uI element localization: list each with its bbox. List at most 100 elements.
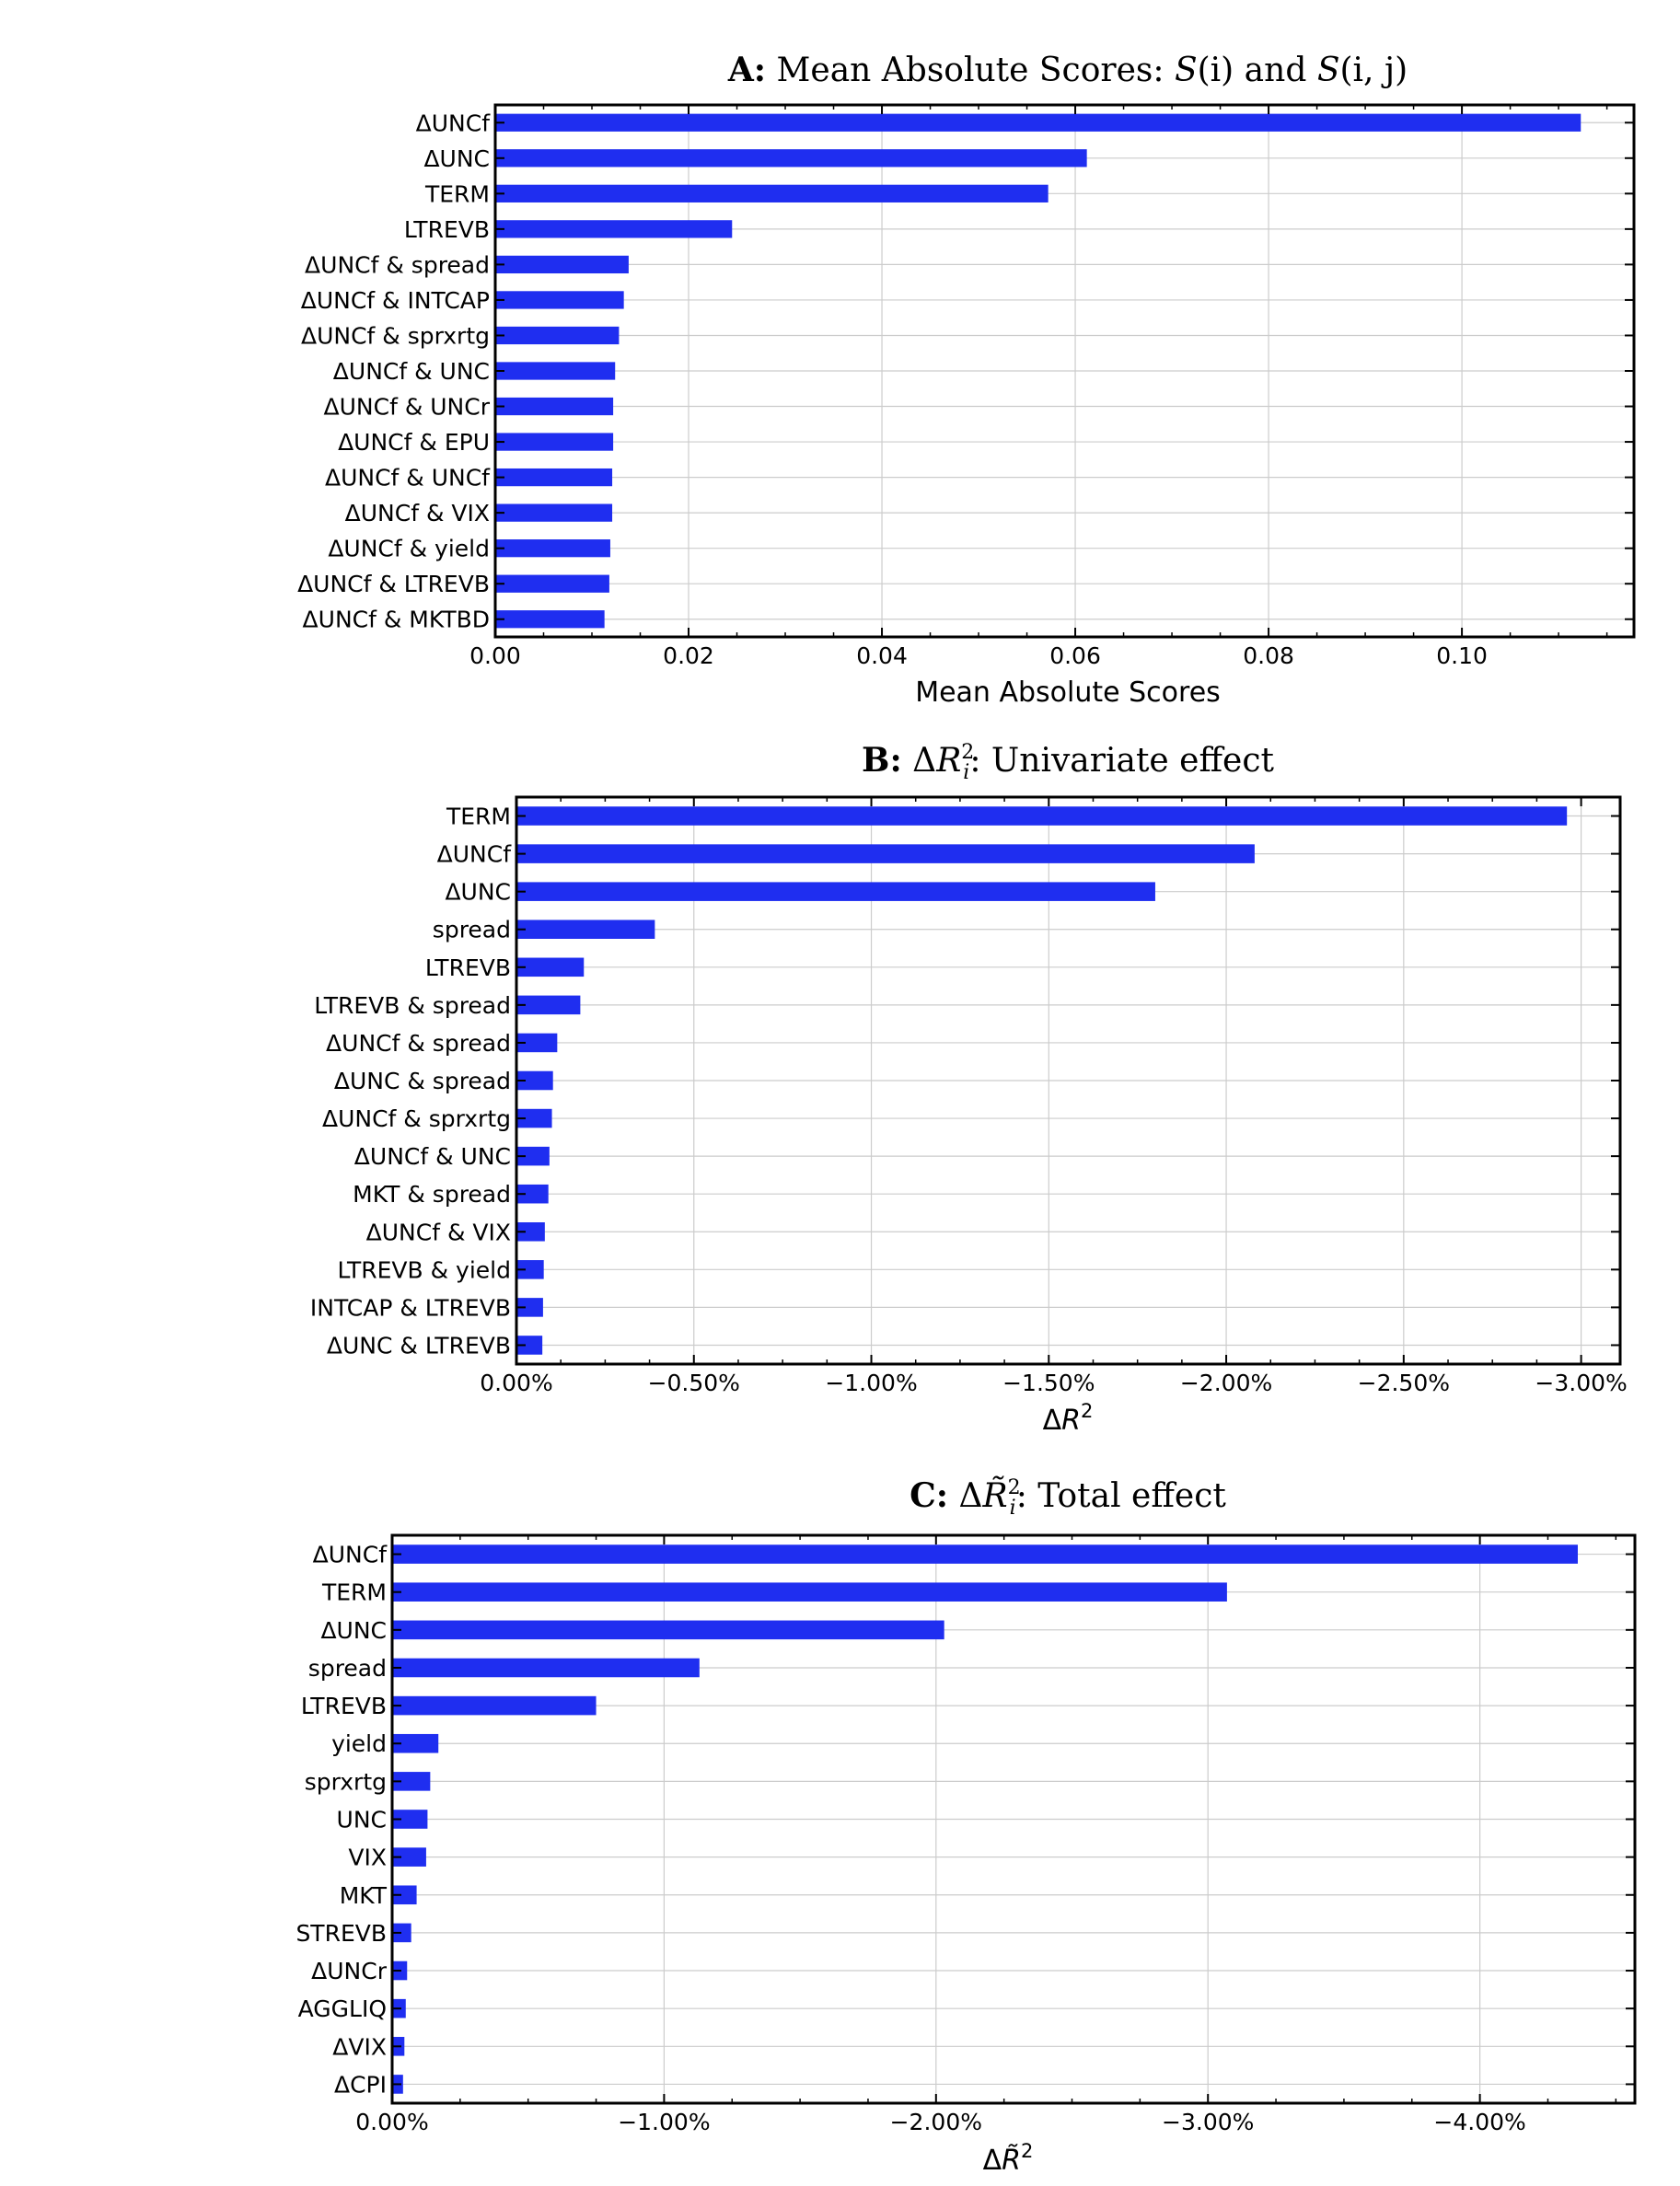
- panel-c-bar: [392, 1885, 417, 1905]
- panel-b-category-label: ΔUNCf: [437, 841, 513, 868]
- panel-b-xtick-label: 0.00%: [480, 1370, 552, 1396]
- panel-c-category-label: MKT: [340, 1882, 388, 1909]
- panel-a-category-label: ΔUNCf & sprxrtg: [301, 322, 490, 349]
- panel-a-xtick-label: 0.00: [469, 642, 521, 669]
- panel-c-category-label: STREVB: [295, 1920, 387, 1947]
- panel-a-category-label: ΔUNC: [423, 145, 490, 172]
- panel-c-category-label: VIX: [348, 1845, 387, 1871]
- panel-c-category-label: ΔUNC: [320, 1617, 387, 1644]
- panel-b-bar: [516, 1260, 544, 1279]
- panel-a-category-label: ΔUNCf & UNCr: [324, 394, 491, 421]
- panel-a-xlabel: Mean Absolute Scores: [915, 677, 1221, 709]
- panel-c: C: ΔR̃2 i: Total effect ΔUNCf TERM ΔUNC spre…: [295, 1476, 1637, 2177]
- panel-b-bar: [516, 1146, 550, 1166]
- panel-c-xtick-label: 0.00%: [355, 2109, 428, 2135]
- panel-b-bar: [516, 806, 1568, 826]
- panel-b-category-label: spread: [433, 917, 511, 943]
- panel-b-bar: [516, 1033, 558, 1053]
- panel-c-category-label: ΔUNCf: [313, 1542, 388, 1568]
- panel-c-xtick-label: −3.00%: [1162, 2109, 1254, 2135]
- panel-a-category-label: ΔUNCf & spread: [305, 251, 490, 278]
- panel-c-bar: [392, 1923, 411, 1943]
- panel-c-bar: [392, 1810, 428, 1829]
- panel-a-bar: [495, 113, 1582, 132]
- panel-a-bar: [495, 503, 613, 522]
- panel-b-category-label: ΔUNCf & spread: [326, 1030, 511, 1057]
- panel-b-bar: [516, 1070, 553, 1091]
- panel-a-category-label: ΔUNCf & UNC: [333, 358, 490, 385]
- panel-a-bar: [495, 610, 605, 629]
- panel-a-bar: [495, 468, 613, 487]
- panel-c-xtick-label: −2.00%: [890, 2109, 982, 2135]
- panel-c-bar: [392, 1658, 700, 1678]
- panel-a-category-label: ΔUNCf & VIX: [345, 500, 490, 526]
- panel-b-category-label: ΔUNCf & sprxrtg: [322, 1105, 511, 1132]
- panel-a-bar: [495, 149, 1087, 168]
- panel-b-xtick-label: −1.50%: [1002, 1370, 1095, 1396]
- panel-b-title: B: ΔR2 i: Univariate effect: [862, 741, 1274, 784]
- panel-a-xtick-label: 0.08: [1243, 642, 1294, 669]
- panel-a: A: Mean Absolute Scores: S(i) and S(i, j…: [297, 51, 1636, 709]
- panel-c-bar: [392, 1772, 431, 1791]
- panel-c-plot: ΔUNCf TERM ΔUNC spread LTREVB yield sprxrtg UNC…: [295, 1533, 1637, 2135]
- panel-c-bar: [392, 1695, 597, 1716]
- panel-b-bar: [516, 1298, 543, 1317]
- panel-b-category-label: INTCAP & LTREVB: [310, 1294, 511, 1321]
- panel-b-bar: [516, 957, 585, 977]
- panel-a-xtick-label: 0.04: [856, 642, 908, 669]
- panel-b-category-label: ΔUNC & LTREVB: [327, 1332, 511, 1359]
- panel-a-category-label: ΔUNCf & MKTBD: [303, 607, 490, 633]
- panel-c-bar: [392, 1847, 426, 1867]
- panel-a-category-label: ΔUNCf & LTREVB: [297, 571, 490, 597]
- panel-c-title: C: ΔR̃2 i: Total effect: [910, 1476, 1226, 1520]
- panel-b-xtick-label: −3.00%: [1535, 1370, 1627, 1396]
- panel-a-category-label: TERM: [424, 180, 490, 207]
- panel-c-category-label: ΔUNCr: [311, 1958, 388, 1984]
- panel-c-category-label: AGGLIQ: [298, 1995, 387, 2022]
- panel-b-xlabel: ΔR2: [1043, 1400, 1094, 1437]
- panel-a-category-label: ΔUNCf & EPU: [338, 429, 490, 456]
- panel-b-category-label: TERM: [446, 804, 511, 830]
- panel-b-category-label: ΔUNC & spread: [334, 1068, 511, 1094]
- panel-a-xtick-label: 0.10: [1436, 642, 1488, 669]
- panel-b-bar: [516, 1336, 543, 1355]
- panel-a-bar: [495, 326, 620, 345]
- panel-b-category-label: ΔUNC: [445, 879, 511, 906]
- panel-c-xtick-label: −1.00%: [618, 2109, 710, 2135]
- panel-a-category-label: LTREVB: [404, 216, 490, 243]
- panel-b-category-label: LTREVB & yield: [337, 1256, 511, 1283]
- panel-b-bar: [516, 995, 581, 1015]
- panel-a-xtick-label: 0.06: [1049, 642, 1101, 669]
- panel-a-category-label: ΔUNCf: [416, 110, 492, 136]
- panel-b-xtick-label: −1.00%: [825, 1370, 917, 1396]
- panel-c-category-label: ΔCPI: [334, 2071, 387, 2098]
- panel-b-xtick-label: −2.00%: [1180, 1370, 1272, 1396]
- panel-a-category-label: ΔUNCf & yield: [328, 536, 490, 562]
- panel-a-bar: [495, 291, 624, 309]
- panel-c-bar: [392, 1620, 944, 1640]
- panel-c-xtick-label: −4.00%: [1433, 2109, 1525, 2135]
- panel-a-bar: [495, 574, 609, 593]
- panel-c-category-label: UNC: [337, 1807, 387, 1833]
- panel-b: B: ΔR2 i: Univariate effect TERM ΔUNCf ΔUNC…: [310, 741, 1628, 1437]
- panel-b-bar: [516, 920, 655, 939]
- panel-c-category-label: sprxrtg: [305, 1768, 387, 1795]
- panel-a-bar: [495, 397, 614, 416]
- panel-a-bar: [495, 184, 1049, 202]
- panel-b-xtick-label: −2.50%: [1358, 1370, 1450, 1396]
- panel-a-bar: [495, 220, 733, 238]
- panel-b-category-label: MKT & spread: [353, 1181, 511, 1208]
- panel-c-category-label: spread: [308, 1655, 387, 1682]
- panel-c-xlabel: ΔR̃2: [983, 2140, 1034, 2177]
- panel-b-bar: [516, 1184, 549, 1204]
- panel-a-plot: ΔUNCf ΔUNC TERM LTREVB ΔUNCf & spread ΔUNCf &…: [297, 103, 1636, 669]
- panel-a-title: A: Mean Absolute Scores: S(i) and S(i, j…: [727, 51, 1408, 89]
- panel-a-category-label: ΔUNCf & INTCAP: [301, 287, 490, 314]
- panel-a-category-label: ΔUNCf & UNCf: [325, 465, 491, 492]
- panel-b-category-label: ΔUNCf & VIX: [366, 1219, 511, 1245]
- panel-c-bar: [392, 1733, 439, 1753]
- panel-a-xtick-label: 0.02: [663, 642, 714, 669]
- panel-a-bar: [495, 255, 629, 274]
- panel-b-category-label: ΔUNCf & UNC: [354, 1143, 511, 1170]
